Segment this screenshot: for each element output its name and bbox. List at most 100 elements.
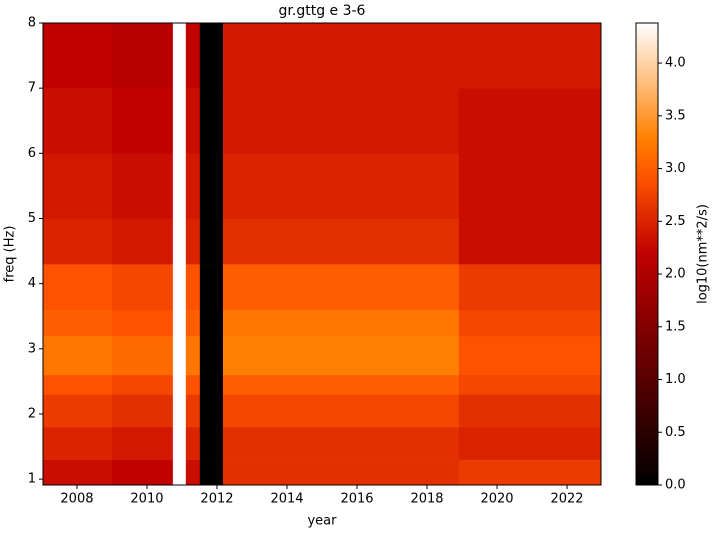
heatmap-cell [199, 427, 224, 460]
x-axis-label: year [307, 514, 337, 529]
colorbar-tick-label: 0.0 [665, 478, 686, 493]
heatmap-cell [458, 374, 602, 395]
heatmap-cell [222, 153, 460, 219]
heatmap-cell [185, 427, 201, 460]
heatmap-cell [172, 374, 187, 395]
heatmap-cell [43, 153, 113, 219]
heatmap-cell [185, 309, 201, 337]
heatmap-cell [185, 459, 201, 486]
heatmap-cell [185, 23, 201, 89]
heatmap-cell [111, 459, 174, 486]
heatmap-cell [222, 88, 460, 154]
heatmap-cell [111, 88, 174, 154]
heatmap-cell [458, 335, 602, 376]
heatmap-cell [43, 374, 113, 395]
heatmap-cell [111, 264, 174, 311]
y-tick-label: 7 [28, 81, 36, 96]
heatmap-cell [111, 394, 174, 428]
heatmap-cell [199, 459, 224, 486]
y-tick-label: 1 [28, 472, 36, 487]
y-tick-label: 3 [28, 341, 36, 356]
heatmap-cell [458, 427, 602, 460]
x-tick-label: 2014 [270, 492, 303, 507]
heatmap-cell [172, 88, 187, 154]
heatmap-cell [43, 394, 113, 428]
heatmap-cell [185, 153, 201, 219]
heatmap-cell [43, 88, 113, 154]
heatmap-cell [111, 335, 174, 376]
heatmap-cell [458, 23, 602, 89]
heatmap-cell [185, 218, 201, 265]
heatmap-cell [43, 264, 113, 311]
heatmap-cell [222, 218, 460, 265]
heatmap-cell [199, 264, 224, 311]
colorbar-tick-label: 2.0 [665, 267, 686, 282]
heatmap-cell [185, 88, 201, 154]
heatmap-cell [458, 153, 602, 219]
y-tick-label: 8 [28, 16, 36, 31]
heatmap-cell [199, 335, 224, 376]
heatmap-cell [43, 459, 113, 486]
heatmap-cell [111, 374, 174, 395]
heatmap-cell [43, 309, 113, 337]
chart-title: gr.gttg e 3-6 [279, 3, 366, 19]
x-tick-label: 2022 [550, 492, 583, 507]
y-tick-label: 5 [28, 211, 36, 226]
x-tick-label: 2012 [200, 492, 233, 507]
heatmap-cell [172, 459, 187, 486]
heatmap-cell [199, 88, 224, 154]
x-tick-label: 2010 [130, 492, 163, 507]
heatmap-cell [185, 374, 201, 395]
heatmap-cell [172, 23, 187, 89]
heatmap-cell [111, 427, 174, 460]
heatmap-cell [185, 394, 201, 428]
x-tick-label: 2016 [340, 492, 373, 507]
colorbar-tick-label: 0.5 [665, 425, 686, 440]
heatmap-cell [222, 394, 460, 428]
heatmap-cell [172, 264, 187, 311]
colorbar-tick-label: 4.0 [665, 56, 686, 71]
heatmap-cell [185, 264, 201, 311]
heatmap-cell [185, 335, 201, 376]
heatmap-cell [458, 88, 602, 154]
heatmap-cell [172, 394, 187, 428]
x-tick-label: 2020 [480, 492, 513, 507]
heatmap-cell [111, 153, 174, 219]
x-tick-label: 2008 [60, 492, 93, 507]
heatmap-cell [172, 427, 187, 460]
heatmap-cell [172, 218, 187, 265]
heatmap-cell [222, 335, 460, 376]
heatmap-cell [43, 218, 113, 265]
y-tick-label: 6 [28, 146, 36, 161]
heatmap-cell [111, 309, 174, 337]
heatmap-cell [111, 23, 174, 89]
heatmap-cell [458, 459, 602, 486]
heatmap-cell [222, 23, 460, 89]
colorbar-tick-label: 3.5 [665, 108, 686, 123]
heatmap-cell [222, 427, 460, 460]
heatmap-cell [222, 264, 460, 311]
heatmap-cell [458, 264, 602, 311]
heatmap-cell [199, 153, 224, 219]
heatmap-cell [199, 23, 224, 89]
heatmap-cell [458, 309, 602, 337]
colorbar-tick-label: 1.5 [665, 319, 686, 334]
plot-frame [42, 22, 602, 486]
y-axis-label: freq (Hz) [3, 226, 18, 283]
heatmap-cell [172, 309, 187, 337]
colorbar-tick-label: 3.0 [665, 161, 686, 176]
heatmap-cell [199, 374, 224, 395]
colorbar-tick-label: 2.5 [665, 214, 686, 229]
heatmap-cell [199, 309, 224, 337]
heatmap-cell [458, 394, 602, 428]
heatmap-cell [172, 153, 187, 219]
y-tick-label: 4 [28, 276, 36, 291]
heatmap-cell [222, 459, 460, 486]
colorbar-label: log10(nm**2/s) [696, 204, 711, 304]
y-tick-label: 2 [28, 406, 36, 421]
heatmap-cell [43, 427, 113, 460]
colorbar [635, 22, 659, 486]
x-tick-label: 2018 [410, 492, 443, 507]
heatmap-cell [222, 374, 460, 395]
